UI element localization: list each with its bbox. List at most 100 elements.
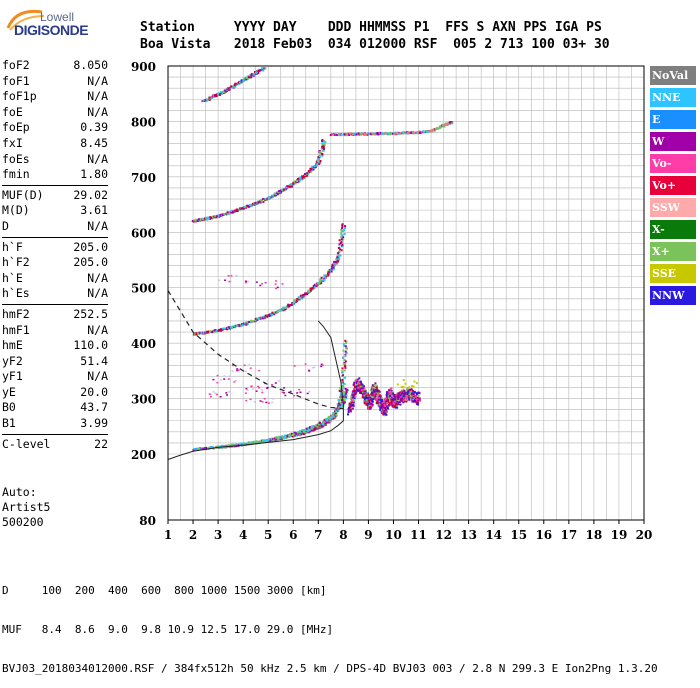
- trace-point-ordinary-trace: [343, 376, 346, 379]
- trace-point-extraordinary-trace: [331, 416, 334, 419]
- trace-point-extraordinary-trace: [280, 436, 283, 439]
- spread-echo-point: [412, 385, 415, 388]
- trace-point-multihop-2: [341, 243, 344, 246]
- trace-point-multihop-2: [339, 242, 342, 245]
- trace-point-multihop-3: [213, 215, 216, 218]
- trace-point-extraordinary-trace: [343, 391, 346, 394]
- trace-point-multihop-2: [331, 263, 334, 266]
- trace-point-spread-F: [348, 406, 351, 409]
- trace-point-multihop-2: [336, 255, 339, 258]
- trace-point-extraordinary-trace: [340, 405, 343, 408]
- param-value: N/A: [87, 270, 108, 285]
- trace-point-spread-F: [412, 401, 415, 404]
- spread-echo-point: [247, 280, 250, 283]
- trace-point-extraordinary-trace: [287, 434, 290, 437]
- trace-point-multihop-3: [319, 160, 322, 163]
- trace-point-es-line: [365, 133, 368, 136]
- param-value: 3.99: [80, 416, 108, 431]
- trace-point-multihop-3: [321, 143, 324, 146]
- trace-point-spread-F: [379, 409, 382, 412]
- trace-point-ordinary-trace: [310, 428, 313, 431]
- trace-point-multihop-3: [301, 175, 304, 178]
- spread-echo-point: [249, 367, 252, 369]
- trace-point-multihop-3: [319, 155, 322, 158]
- trace-point-multihop-2: [344, 227, 347, 230]
- trace-point-multihop-2: [195, 333, 198, 336]
- trace-point-spread-F: [352, 398, 355, 401]
- trace-point-multihop-3: [321, 145, 324, 148]
- trace-point-spread-F: [384, 402, 387, 405]
- trace-point-multihop-3: [287, 185, 290, 188]
- trace-point-multihop-2: [315, 284, 318, 287]
- trace-point-ordinary-trace: [336, 403, 339, 406]
- x-tick-label: 15: [510, 528, 527, 542]
- trace-point-multihop-4: [247, 76, 250, 79]
- trace-point-spread-F: [359, 380, 362, 383]
- polarization-legend: NoVal NNE E W Vo- Vo+ SSW X- X+ SSE NNW: [650, 66, 696, 308]
- trace-point-es-line: [347, 133, 350, 136]
- trace-point-ordinary-trace: [339, 398, 342, 401]
- trace-point-multihop-2: [294, 298, 297, 301]
- y-tick-label: 800: [131, 115, 156, 129]
- trace-point-extraordinary-trace: [345, 395, 348, 398]
- trace-point-spread-F: [378, 405, 381, 408]
- trace-point-multihop-3: [259, 202, 262, 205]
- trace-point-multihop-4: [204, 98, 207, 101]
- trace-point-spread-F: [399, 394, 402, 397]
- trace-point-spread-F: [388, 402, 391, 405]
- trace-point-es-line: [361, 132, 364, 135]
- trace-point-multihop-3: [251, 202, 254, 205]
- trace-point-multihop-3: [294, 180, 297, 183]
- trace-point-multihop-3: [322, 149, 325, 152]
- trace-point-es-line: [413, 131, 416, 134]
- trace-point-multihop-4: [233, 84, 236, 87]
- trace-point-spread-F: [368, 399, 371, 402]
- trace-point-ordinary-trace: [339, 394, 342, 397]
- trace-point-spread-F: [355, 388, 358, 391]
- param-name: foEp: [2, 120, 30, 135]
- spread-echo-point: [298, 388, 301, 391]
- trace-point-spread-F: [382, 411, 385, 414]
- trace-point-ordinary-trace: [342, 362, 345, 365]
- trace-point-multihop-3: [228, 211, 231, 214]
- trace-point-es-line: [412, 130, 415, 133]
- trace-point-extraordinary-trace: [307, 426, 310, 429]
- param-separator: [2, 236, 108, 238]
- trace-point-multihop-2: [338, 243, 341, 246]
- trace-point-spread-F: [414, 399, 417, 402]
- trace-point-multihop-2: [340, 249, 343, 252]
- trace-point-extraordinary-trace: [239, 442, 242, 445]
- param-name: C-level: [2, 436, 51, 451]
- trace-point-multihop-3: [254, 201, 257, 204]
- trace-point-extraordinary-trace: [286, 435, 289, 438]
- trace-point-spread-F: [393, 398, 396, 401]
- trace-point-spread-F: [389, 396, 392, 399]
- trace-point-spread-F: [416, 403, 419, 406]
- footer-info: D 100 200 400 600 800 1000 1500 3000 [km…: [2, 558, 658, 688]
- spread-echo-point: [265, 401, 268, 404]
- trace-point-es-line: [375, 132, 378, 135]
- trace-point-spread-F: [358, 381, 361, 384]
- trace-point-extraordinary-trace: [337, 409, 340, 412]
- param-name: h`Es: [2, 286, 30, 301]
- legend-item-sse: SSE: [650, 264, 696, 283]
- trace-point-multihop-4: [219, 93, 222, 96]
- trace-point-multihop-2: [333, 260, 336, 263]
- trace-point-multihop-3: [292, 181, 295, 184]
- trace-point-spread-F: [402, 395, 405, 398]
- trace-point-multihop-3: [235, 208, 238, 211]
- trace-point-multihop-3: [240, 207, 243, 210]
- trace-point-ordinary-trace: [311, 427, 314, 430]
- trace-point-multihop-3: [322, 144, 325, 147]
- trace-point-spread-F: [381, 404, 384, 407]
- trace-point-spread-F: [378, 404, 381, 407]
- trace-point-spread-F: [388, 389, 391, 392]
- trace-point-es-line: [357, 132, 360, 135]
- trace-point-multihop-4: [262, 69, 265, 72]
- spread-echo-point: [266, 386, 269, 389]
- trace-point-multihop-2: [209, 330, 212, 333]
- trace-point-extraordinary-trace: [245, 442, 248, 445]
- trace-point-extraordinary-trace: [251, 441, 254, 444]
- autoscaling-info: Auto: Artist5 500200: [2, 485, 50, 530]
- trace-point-spread-F: [362, 385, 365, 388]
